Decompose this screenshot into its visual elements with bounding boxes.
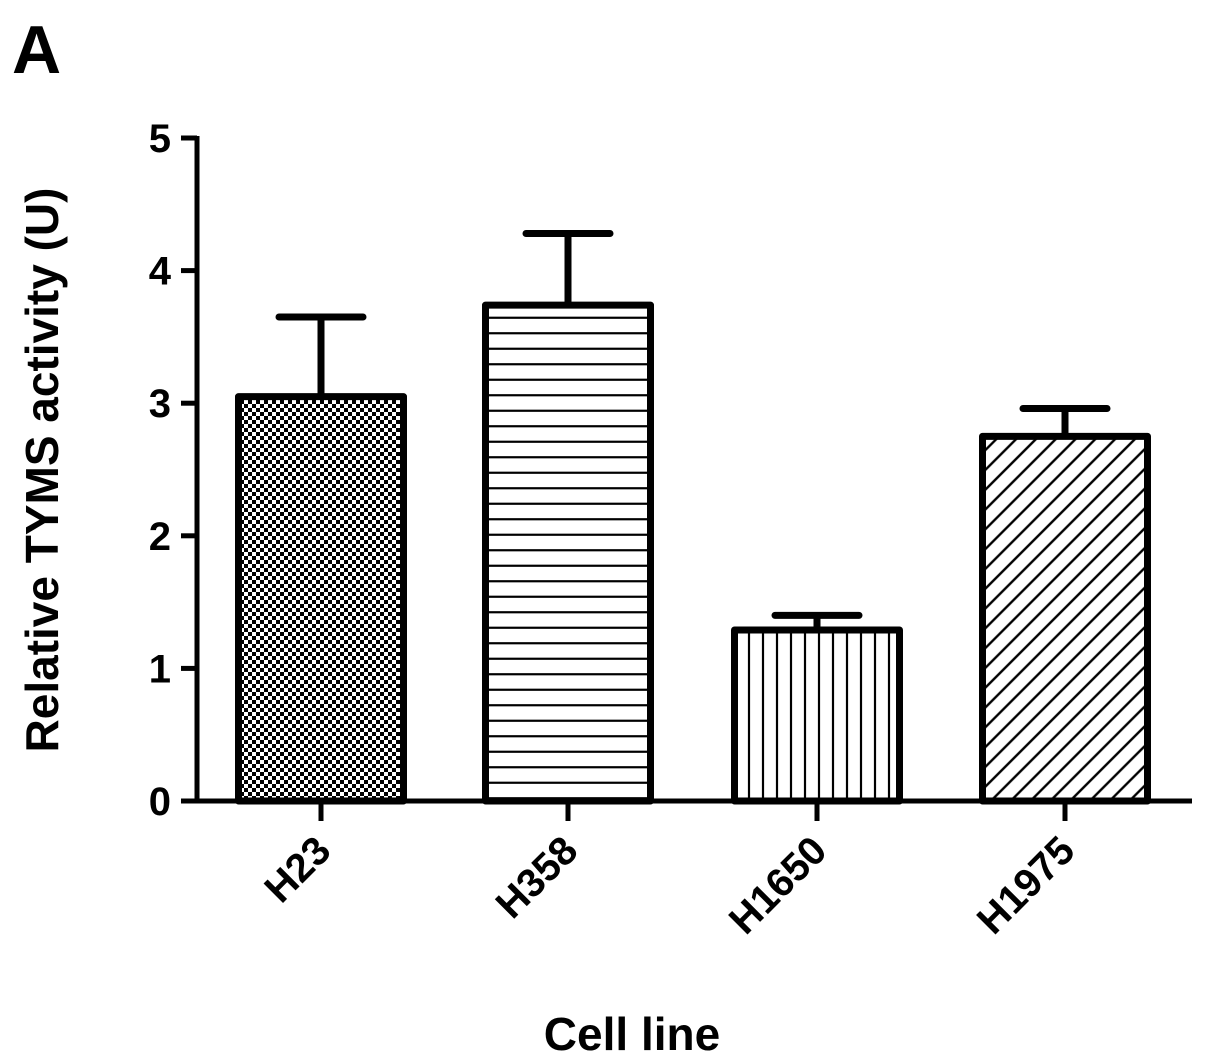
y-tick-label: 3 <box>149 382 171 426</box>
panel-label: A <box>12 12 61 88</box>
x-axis-title: Cell line <box>544 1008 720 1060</box>
x-tick-label-h1650: H1650 <box>721 828 835 942</box>
bar-h1975 <box>979 432 1151 805</box>
x-tick-label-h1975: H1975 <box>969 828 1083 942</box>
x-tick-label-h23: H23 <box>256 828 339 911</box>
y-tick-label: 1 <box>149 647 171 691</box>
bar-h358 <box>482 301 654 805</box>
y-tick-label: 0 <box>149 780 171 824</box>
y-axis-title: Relative TYMS activity (U) <box>16 188 68 753</box>
bar-h23 <box>235 393 407 805</box>
y-tick-label: 2 <box>149 515 171 559</box>
y-tick-label: 4 <box>149 250 172 294</box>
x-tick-label-h358: H358 <box>488 828 587 927</box>
y-tick-label: 5 <box>149 117 171 161</box>
plot-area: 0 1 2 3 4 5 H23 H358 H1650 H1975 <box>149 117 1192 943</box>
bar-h1650 <box>731 626 903 805</box>
